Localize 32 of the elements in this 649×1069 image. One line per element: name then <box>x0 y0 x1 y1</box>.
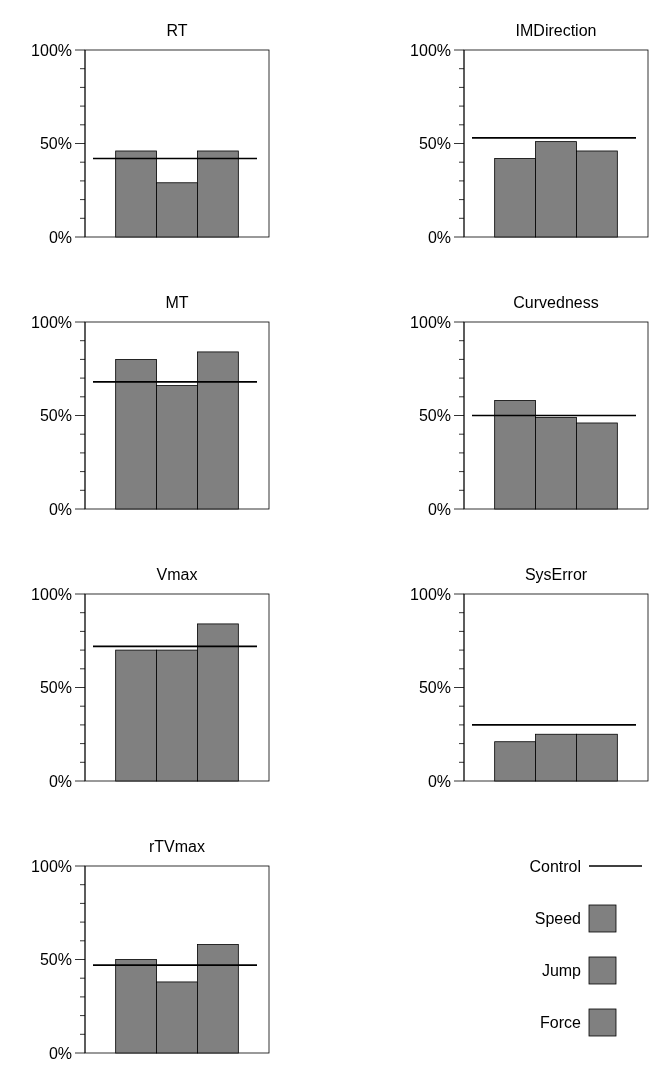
y-tick-label: 50% <box>418 407 451 425</box>
legend-label: Speed <box>534 909 581 927</box>
y-tick-label: 0% <box>48 228 72 246</box>
legend-label: Control <box>529 857 581 875</box>
chart-title: IMDirection <box>515 22 597 39</box>
y-tick-label: 0% <box>48 1044 72 1062</box>
y-tick-label: 50% <box>39 407 72 425</box>
y-tick-label: 50% <box>39 951 72 969</box>
y-tick-label: 0% <box>48 500 72 518</box>
legend-label: Jump <box>541 961 582 979</box>
y-tick-label: 50% <box>418 679 451 697</box>
legend-label: Force <box>540 1013 582 1031</box>
y-tick-label: 50% <box>39 135 72 153</box>
y-tick-label: 50% <box>418 135 451 153</box>
chart-title: rTVmax <box>149 838 205 855</box>
chart-title: RT <box>166 22 188 39</box>
y-tick-label: 0% <box>48 772 72 790</box>
y-tick-label: 100% <box>410 41 451 59</box>
y-tick-label: 100% <box>410 585 451 603</box>
y-tick-label: 0% <box>427 500 451 518</box>
y-tick-label: 0% <box>427 228 451 246</box>
chart-title: Curvedness <box>513 294 599 311</box>
y-tick-label: 100% <box>410 313 451 331</box>
y-tick-label: 100% <box>31 313 72 331</box>
y-tick-label: 0% <box>427 772 451 790</box>
y-tick-label: 100% <box>31 585 72 603</box>
y-tick-label: 50% <box>39 679 72 697</box>
chart-title: SysError <box>524 566 588 583</box>
chart-title: Vmax <box>156 566 198 583</box>
y-tick-label: 100% <box>31 857 72 875</box>
y-tick-label: 100% <box>31 41 72 59</box>
chart-title: MT <box>165 294 189 311</box>
